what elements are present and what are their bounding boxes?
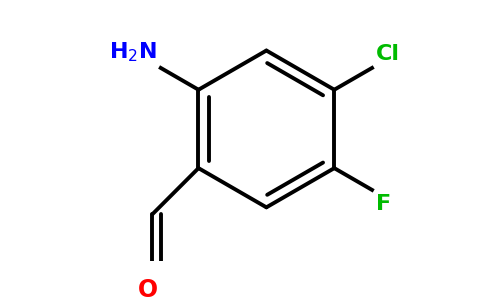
Text: H$_2$N: H$_2$N xyxy=(108,40,156,64)
Text: O: O xyxy=(138,278,158,300)
Text: F: F xyxy=(377,194,392,214)
Text: Cl: Cl xyxy=(377,44,400,64)
